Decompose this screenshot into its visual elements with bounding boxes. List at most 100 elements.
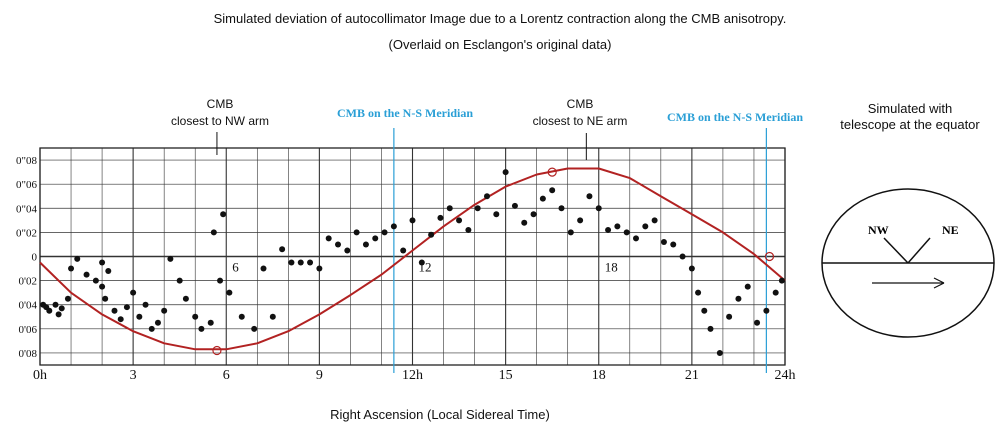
x-tick-label: 24h [775,368,796,383]
data-point [530,211,537,218]
data-point [726,313,733,320]
annotation-ne-line2: closest to NE arm [532,114,628,128]
data-point [192,313,199,320]
meridian-lines [393,128,767,373]
simulated-curve-group [39,167,786,351]
data-point [511,202,518,209]
data-point [595,205,602,212]
extremum-markers-group [212,167,775,356]
y-tick-label: 0"08 [16,155,37,167]
data-point [176,277,183,284]
data-point [688,265,695,272]
data-point [325,235,332,242]
data-point [217,277,224,284]
data-point [418,259,425,266]
data-point [251,325,258,332]
y-tick-label: 0'08 [19,348,38,360]
data-point [484,193,490,200]
data-point [707,325,714,332]
y-tick-label: 0'04 [19,300,38,312]
data-point [446,205,453,212]
simulated-curve [39,167,786,351]
data-point [207,319,214,326]
data-point [260,265,267,272]
inset-nw-arm [883,237,909,264]
inset-title-line2: telescope at the equator [840,117,980,132]
data-point [74,255,81,262]
data-point [772,289,779,296]
data-point [539,195,546,202]
data-point [660,239,667,246]
data-point [735,295,742,302]
data-point [102,295,109,302]
data-point [372,235,379,242]
data-point [567,229,574,236]
data-point [344,247,351,254]
y-tick-label: 0 [32,252,38,264]
data-point [316,265,323,272]
data-point [558,205,565,212]
data-point [154,319,161,326]
data-point [695,289,702,296]
data-point [130,289,137,296]
data-point [111,307,118,314]
data-point [99,283,106,290]
chart-grid [39,148,786,365]
x-tick-label: 3 [130,368,137,383]
data-point [148,325,155,332]
data-point [549,187,556,194]
data-point [123,304,130,311]
data-point [46,307,53,314]
data-point [679,253,686,260]
inset-label-ne: NE [942,223,959,237]
data-point [68,265,75,272]
y-tick-label: 0"06 [16,179,37,191]
inset-arrow-head-icon [933,277,945,289]
data-point [83,271,90,278]
extremum-marker [764,251,775,262]
data-point [754,319,761,326]
data-point [390,223,397,230]
data-point [105,267,112,274]
data-point [307,259,314,266]
data-point [716,349,723,356]
annotation-ne: CMB closest to NE arm [510,96,650,130]
data-point [670,241,677,248]
data-point [409,217,416,224]
x-tick-label: 15 [499,368,513,383]
x-tick-label: 18 [592,368,606,383]
data-point [198,325,205,332]
data-point [456,217,463,224]
data-point [210,229,217,236]
chart-title: Simulated deviation of autocollimator Im… [213,11,787,26]
data-point [642,223,649,230]
y-tick-label: 0'02 [19,276,37,288]
annotation-meridian-2-text: CMB on the N-S Meridian [667,110,803,124]
chart-axes: 0h 3 6 9 12h 15 18 21 24h 0"08 0"06 0"04 0"02 0 0'02 0'… [16,147,796,383]
annotation-nw-line1: CMB [206,97,234,111]
data-point [226,289,233,296]
data-point [502,169,509,176]
data-point [220,211,227,218]
data-point [238,313,245,320]
extremum-marker [547,167,557,177]
data-point [400,247,407,254]
x-tick-label: 9 [316,368,323,383]
data-point [64,295,71,302]
x-tick-label: 21 [685,368,699,383]
y-tick-label: 0"04 [16,203,37,215]
x-tick-label: 12h [402,368,423,383]
data-point [614,223,621,230]
annotation-nw-line2: closest to NW arm [170,114,269,128]
data-point [465,226,472,233]
chart-subtitle: (Overlaid on Esclangon's original data) [388,37,612,52]
x-tick-label: 0h [33,368,47,383]
data-point [474,205,481,212]
data-point [136,313,143,320]
data-point [288,259,295,266]
data-point [142,301,149,308]
data-point [778,277,785,284]
data-point [117,316,124,323]
data-point [279,246,286,253]
data-point [605,226,612,233]
